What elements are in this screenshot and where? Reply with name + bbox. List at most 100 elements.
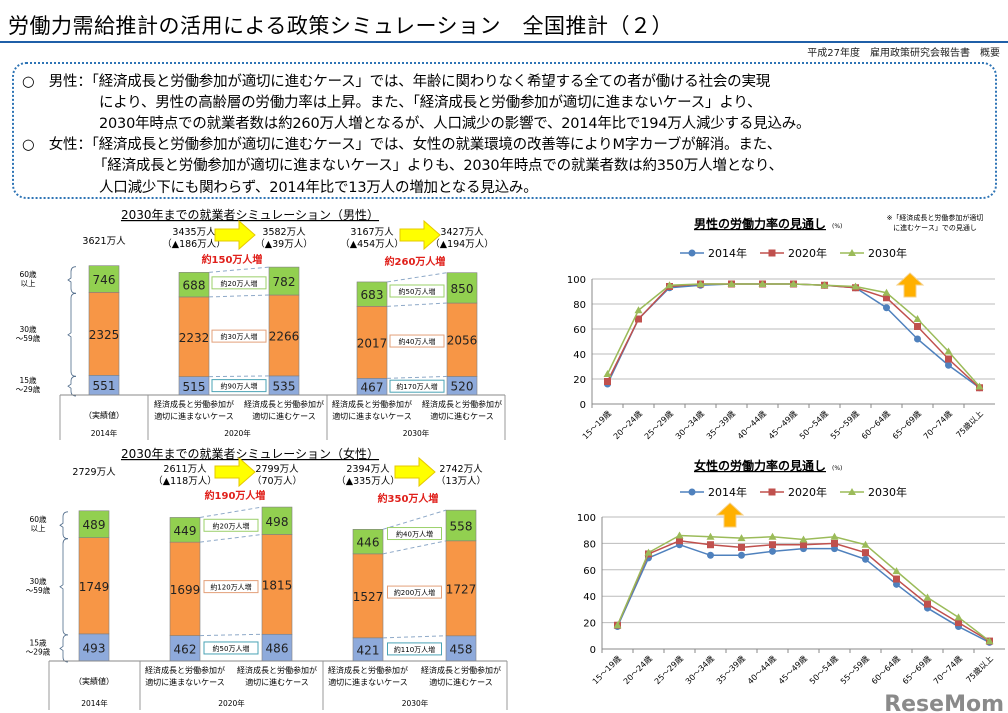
bar-segment — [261, 506, 293, 535]
data-point-triangle — [861, 540, 870, 548]
bar-segment — [178, 272, 210, 298]
bar-total-label: 3582万人 — [262, 227, 306, 238]
series-line — [616, 543, 990, 644]
x-tick-label: 45～49歳 — [766, 408, 799, 441]
chart-title: 女性の労働力率の見通し — [694, 458, 826, 473]
category-label: 適切に進まないケース — [328, 677, 408, 687]
bar-value-label: 850 — [451, 282, 474, 296]
bar-value-label: 421 — [357, 643, 380, 657]
difference-label: 約20万人増 — [221, 279, 258, 288]
increase-label: 約150万人増 — [202, 253, 263, 266]
age-group-label: 15歳～29歳 — [26, 637, 51, 656]
difference-box — [387, 585, 442, 599]
brace — [59, 538, 69, 636]
data-point-circle — [862, 555, 869, 563]
y-tick-label: 40 — [583, 592, 596, 603]
data-point-square — [635, 315, 642, 323]
age-group-label: 30歳～59歳 — [16, 324, 41, 343]
bar-total-label: 2729万人 — [72, 467, 116, 478]
data-point-square — [676, 537, 683, 545]
brace — [59, 511, 69, 540]
data-point-triangle — [675, 531, 684, 539]
y-tick-label: 0 — [590, 645, 596, 656]
x-tick-label: 15～19歳 — [590, 653, 623, 686]
dashed-connector — [382, 509, 447, 530]
category-label: （実績値） — [74, 676, 114, 686]
y-tick-label: 60 — [573, 325, 586, 336]
bar-segment — [169, 517, 201, 543]
bar-value-label: 2017 — [357, 336, 388, 350]
legend-label: 2020年 — [788, 485, 827, 499]
x-tick-label: 60～64歳 — [869, 653, 902, 686]
bar-total-label: 3435万人 — [172, 227, 216, 238]
data-point-triangle — [706, 532, 715, 540]
bar-segment — [268, 266, 300, 296]
brace — [67, 292, 77, 377]
bar-segment — [445, 509, 477, 542]
bar-total-change-label: （▲194万人） — [430, 238, 493, 250]
bar-value-label: 515 — [183, 380, 206, 394]
bar-value-label: 688 — [183, 279, 206, 293]
dashed-connector — [382, 540, 447, 555]
x-tick-label: 50～54歳 — [807, 653, 840, 686]
x-tick-label: 20～24歳 — [611, 408, 644, 441]
x-tick-label: 30～34歳 — [673, 408, 706, 441]
bar-value-label: 2232 — [179, 331, 210, 345]
bar-value-label: 489 — [83, 518, 106, 532]
x-tick-label: 55～59歳 — [838, 653, 871, 686]
data-point-square — [883, 294, 890, 302]
x-tick-label: 30～34歳 — [683, 653, 716, 686]
y-tick-label: 80 — [573, 300, 586, 311]
difference-label: 約40万人増 — [399, 337, 436, 346]
data-point-triangle — [830, 532, 839, 540]
dashed-connector — [386, 375, 448, 379]
bar-value-label: 458 — [450, 642, 473, 656]
data-point-circle — [688, 488, 696, 496]
bar-value-label: 1527 — [353, 590, 384, 604]
summary-box — [12, 62, 997, 199]
year-label: 2020年 — [218, 698, 245, 708]
difference-box — [389, 379, 445, 393]
bar-value-label: 746 — [93, 273, 116, 287]
data-point-triangle — [665, 281, 674, 289]
data-point-square — [831, 539, 838, 547]
x-tick-label: 75歳以上 — [954, 408, 985, 439]
series-line — [606, 283, 980, 389]
y-tick-label: 40 — [573, 350, 586, 361]
category-label: 適切に進むケース — [430, 411, 494, 421]
data-point-circle — [688, 249, 696, 257]
data-point-square — [738, 543, 745, 551]
dashed-connector — [208, 294, 270, 298]
unit-label: (%) — [832, 465, 842, 472]
bar-segment — [352, 529, 384, 555]
category-label: 経済成長と労働参加が — [421, 665, 501, 675]
bar-value-label: 551 — [93, 379, 116, 393]
data-point-triangle — [644, 548, 653, 556]
bar-value-label: 2056 — [447, 334, 478, 348]
bar-value-label: 535 — [273, 379, 296, 393]
x-tick-label: 65～69歳 — [900, 653, 933, 686]
data-point-triangle — [944, 347, 953, 355]
bar-segment — [88, 265, 120, 293]
x-tick-label: 35～39歳 — [714, 653, 747, 686]
difference-label: 約30万人増 — [221, 332, 258, 341]
dashed-connector — [199, 633, 263, 637]
x-tick-label: 50～54歳 — [797, 408, 830, 441]
difference-box — [389, 284, 445, 298]
data-point-square — [924, 600, 931, 608]
summary-line: ○ 男性：「経済成長と労働参加が適切に進むケース」では、年齢に関わりなく希望する… — [22, 74, 771, 90]
bar-value-label: 683 — [361, 288, 384, 302]
y-tick-label: 0 — [580, 400, 586, 411]
year-label: 2030年 — [403, 428, 430, 438]
bar-total-label: 3427万人 — [440, 227, 484, 238]
category-label: 適切に進まないケース — [332, 411, 412, 421]
bar-total-change-label: （▲39万人） — [255, 238, 312, 250]
category-label: 経済成長と労働参加が — [237, 665, 317, 675]
bar-total-change-label: （▲454万人） — [340, 238, 403, 250]
bar-segment — [261, 633, 293, 662]
data-point-triangle — [985, 637, 994, 645]
y-tick-label: 100 — [567, 275, 586, 286]
bar-value-label: 1749 — [79, 580, 110, 594]
difference-label: 約120万人増 — [210, 583, 251, 592]
data-point-circle — [831, 545, 838, 553]
